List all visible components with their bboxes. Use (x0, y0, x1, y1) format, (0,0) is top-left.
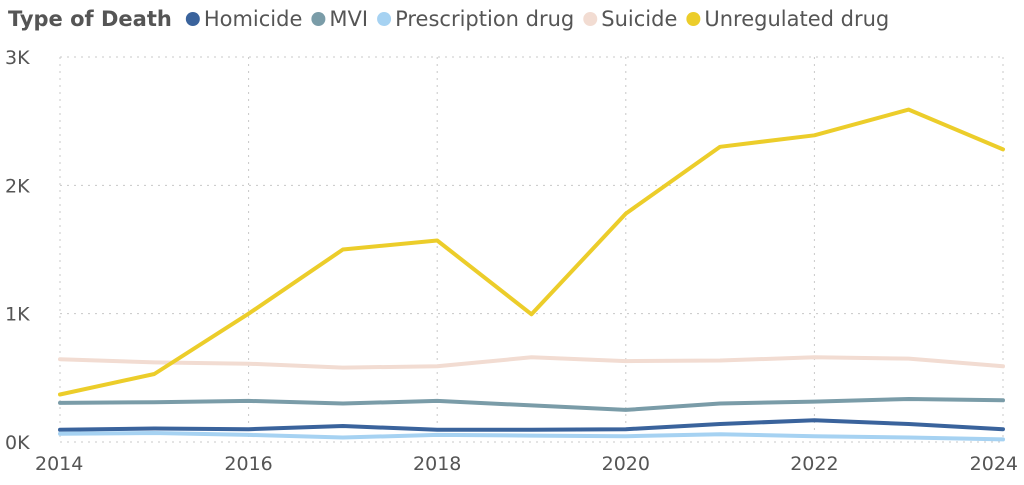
series-lines (58, 107, 1005, 442)
legend-item-unregulated-drug[interactable]: Unregulated drug (686, 7, 889, 31)
x-axis: 2014 2016 2018 2020 2022 2024 (35, 453, 1018, 475)
legend: Type of Death Homicide MVI Prescription dr… (8, 7, 889, 31)
y-tick-label: 3K (5, 47, 30, 69)
x-tick-label: 2024 (970, 453, 1018, 475)
x-tick-label: 2016 (224, 453, 272, 475)
x-tick-label: 2020 (602, 453, 650, 475)
legend-label: Prescription drug (395, 7, 574, 31)
series-line-mvi[interactable] (58, 397, 1005, 412)
legend-item-suicide[interactable]: Suicide (583, 7, 677, 31)
gridlines (59, 56, 1004, 443)
series-line-prescription-drug[interactable] (58, 431, 1005, 442)
y-tick-label: 2K (5, 175, 30, 197)
legend-marker-suicide (583, 12, 598, 26)
legend-title: Type of Death (8, 7, 172, 31)
legend-label: Suicide (601, 7, 677, 31)
legend-item-mvi[interactable]: MVI (311, 7, 368, 31)
legend-item-prescription-drug[interactable]: Prescription drug (377, 7, 574, 31)
legend-marker-mvi (311, 12, 326, 26)
x-tick-label: 2018 (413, 453, 461, 475)
x-tick-label: 2014 (35, 453, 83, 475)
series-line-suicide[interactable] (58, 355, 1005, 370)
x-tick-label: 2022 (790, 453, 838, 475)
legend-marker-unregulated-drug (686, 12, 701, 26)
legend-label: Unregulated drug (704, 7, 889, 31)
y-tick-label: 1K (5, 304, 30, 326)
legend-marker-prescription-drug (377, 12, 392, 26)
legend-label: Homicide (204, 7, 303, 31)
legend-label: MVI (329, 7, 368, 31)
y-tick-label: 0K (5, 432, 30, 454)
series-line-homicide[interactable] (58, 418, 1005, 432)
legend-marker-homicide (185, 12, 200, 26)
y-axis: 0K 1K 2K 3K (5, 47, 30, 454)
legend-item-homicide[interactable]: Homicide (185, 7, 303, 31)
series-line-unregulated-drug[interactable] (58, 107, 1005, 397)
